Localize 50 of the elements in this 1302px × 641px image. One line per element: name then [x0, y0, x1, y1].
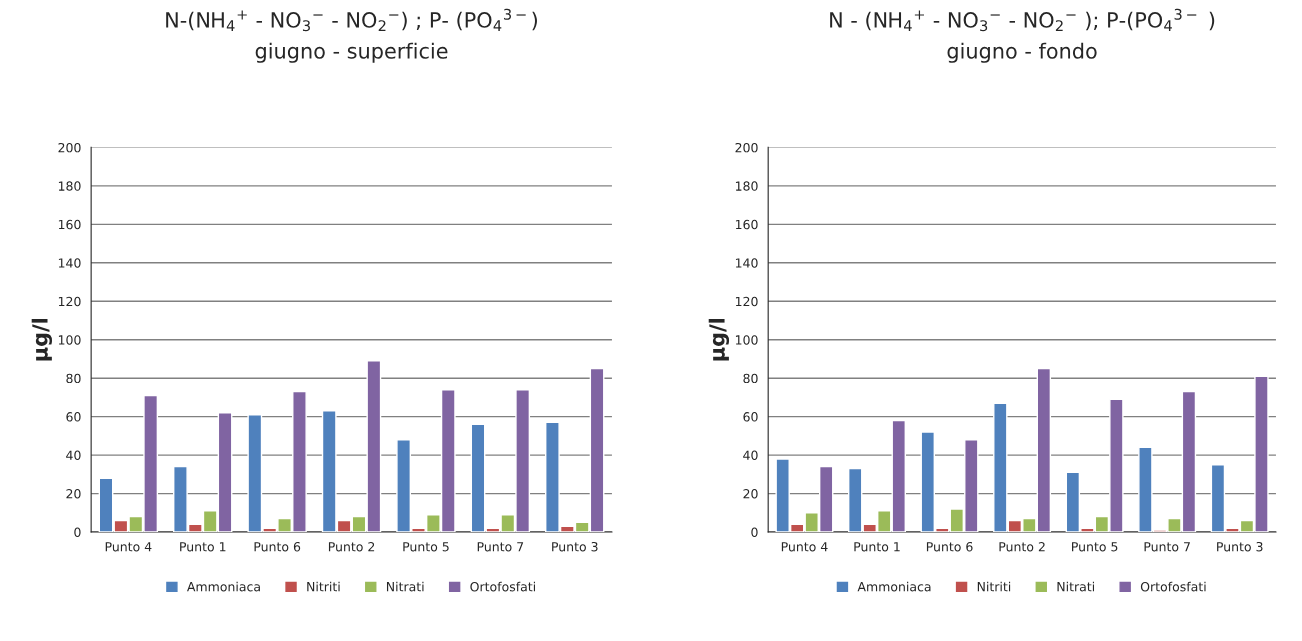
- legend-label: Ammoniaca: [187, 581, 260, 592]
- x-tick-label: Punto 1: [180, 542, 226, 552]
- x-tick-label: Punto 6: [254, 541, 301, 552]
- y-tick-label: 80: [743, 373, 758, 384]
- y-tick-label: 120: [735, 296, 758, 307]
- y-tick-label: 40: [743, 450, 758, 461]
- x-tick-label: Punto 5: [1072, 542, 1118, 552]
- y-tick-label: 160: [58, 219, 81, 230]
- legend-label: Nitriti: [307, 581, 340, 592]
- y-tick-label: 80: [66, 373, 81, 384]
- legend-label: Ammoniaca: [857, 581, 931, 592]
- y-tick-label: 180: [735, 181, 758, 191]
- x-tick-label: Punto 7: [1144, 542, 1190, 552]
- x-tick-label: Punto 5: [403, 542, 449, 552]
- legend-label: Nitrati: [386, 581, 424, 592]
- chart-title: N - (NH$_{4}$$^{+}$ - NO$_{3}$$^{−}$ - NO$_{2}$$^{−}$ ); P-(PO$_{4}$$^{3−}$ ): [830, 8, 1215, 32]
- y-tick-label: 0: [74, 527, 81, 537]
- y-tick-label: 140: [58, 258, 81, 268]
- legend-label: Nitrati: [1057, 581, 1095, 592]
- y-tick-label: 60: [66, 412, 81, 422]
- y-tick-label: 40: [66, 450, 81, 461]
- y-tick-label: 180: [58, 181, 81, 191]
- legend-label: Nitriti: [977, 581, 1011, 592]
- y-axis-title: µg/l: [708, 318, 730, 361]
- y-tick-label: 140: [735, 258, 758, 268]
- y-tick-label: 120: [58, 296, 81, 307]
- chart-title: N-(NH$_{4}$$^{+}$ - NO$_{3}$$^{−}$ - NO$_{2}$$^{−}$) ; P- (PO$_{4}$$^{3−}$): [166, 8, 537, 32]
- x-tick-label: Punto 3: [1217, 541, 1263, 552]
- y-tick-label: 60: [743, 412, 758, 422]
- y-tick-label: 100: [735, 335, 758, 345]
- x-tick-label: Punto 2: [999, 541, 1045, 552]
- y-tick-label: 200: [58, 142, 81, 153]
- x-tick-label: Punto 7: [477, 542, 524, 552]
- x-tick-label: Punto 4: [105, 542, 152, 552]
- y-tick-label: 100: [58, 335, 81, 345]
- y-tick-label: 20: [66, 489, 81, 499]
- y-axis-title: µg/l: [31, 318, 52, 361]
- y-tick-label: 200: [735, 142, 758, 153]
- y-tick-label: 160: [735, 219, 758, 230]
- legend-label: Ortofosfati: [470, 581, 535, 592]
- x-tick-label: Punto 6: [926, 541, 973, 552]
- chart-subtitle: giugno - fondo: [947, 42, 1097, 63]
- x-tick-label: Punto 1: [854, 542, 900, 552]
- y-tick-label: 20: [743, 489, 758, 499]
- legend-label: Ortofosfati: [1140, 581, 1206, 592]
- x-tick-label: Punto 3: [552, 541, 598, 552]
- y-tick-label: 0: [751, 527, 758, 537]
- x-tick-label: Punto 4: [781, 542, 828, 552]
- chart-subtitle: giugno - superficie: [255, 42, 448, 63]
- x-tick-label: Punto 2: [328, 541, 375, 552]
